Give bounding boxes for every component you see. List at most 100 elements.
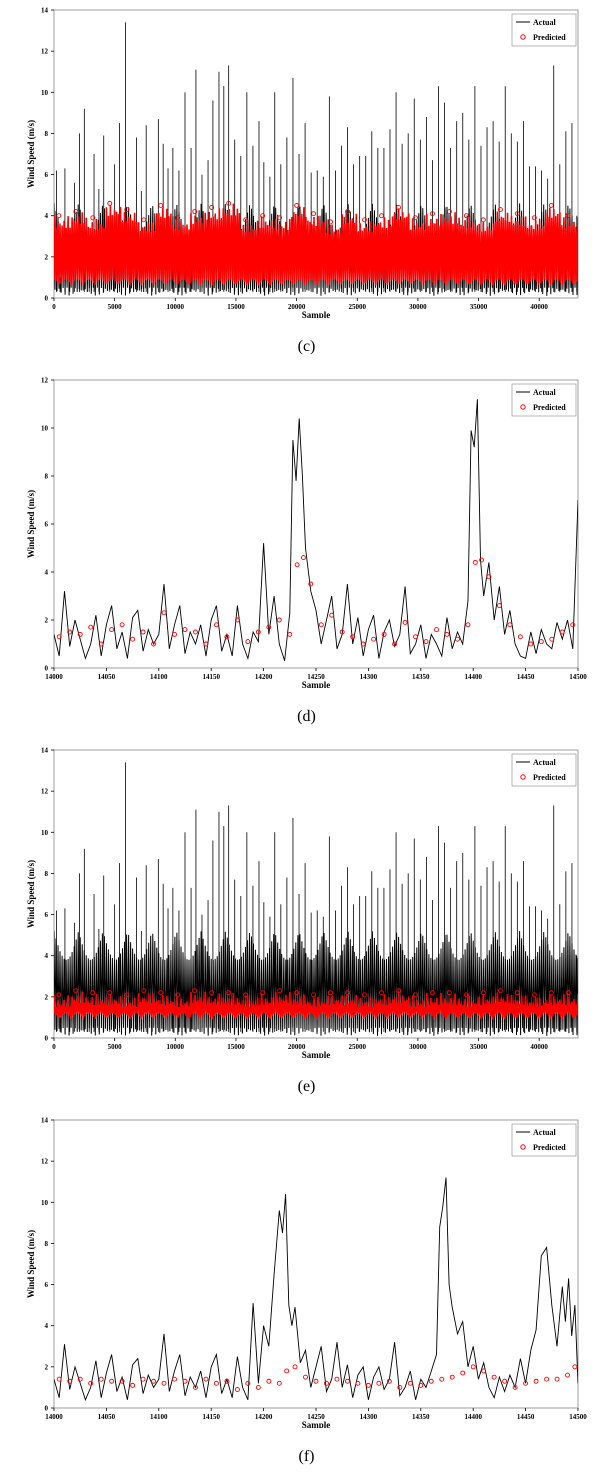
predicted-point [119,622,125,628]
predicted-point [565,1372,570,1378]
predicted-point [480,217,486,223]
predicted-point [182,1378,188,1384]
predicted-point [572,1364,578,1370]
y-tick-label: 10 [41,829,49,837]
predicted-point [514,211,520,217]
predicted-point [413,215,418,221]
predicted-point [313,1378,319,1384]
predicted-point [481,1368,487,1374]
predicted-point [182,627,188,633]
predicted-point [339,629,345,635]
predicted-point [193,1384,198,1390]
y-tick-label: 0 [45,1405,49,1413]
predicted-point [276,1380,282,1386]
y-tick-label: 4 [45,1322,49,1330]
legend-predicted-swatch [520,404,526,410]
predicted-point [548,202,554,208]
predicted-point [172,1376,177,1382]
predicted-point [463,213,469,219]
predicted-point [56,1376,62,1382]
y-tick-label: 12 [41,1158,49,1166]
x-tick-label: 0 [52,1043,56,1051]
predicted-band [54,991,578,1020]
predicted-point [396,205,401,210]
predicted-point [245,1380,251,1386]
x-tick-label: 14250 [307,673,325,681]
predicted-point [328,219,334,225]
x-tick-label: 14150 [202,673,220,681]
x-tick-label: 20000 [288,1043,306,1051]
predicted-point [439,1376,445,1382]
chart-panel-e: 0 2 4 6 8 10 12 14 0 5000 10000 15000 20000 25000 3000… [0,740,613,1110]
predicted-point [109,627,115,633]
legend-predicted-label: Predicted [533,33,566,42]
predicted-point [455,636,460,642]
plot-series [54,22,578,296]
x-tick-label: 14050 [98,1413,116,1421]
predicted-point [311,992,317,998]
plot-series [54,399,578,661]
x-tick-label: 0 [52,303,56,311]
predicted-point [376,1380,382,1386]
predicted-point [517,634,523,640]
plot-area [53,1119,579,1409]
x-tick-label: 14400 [464,1413,482,1421]
legend-actual-label: Actual [533,388,556,397]
predicted-point [77,631,83,637]
predicted-point [284,1368,290,1374]
predicted-point [175,992,181,998]
predicted-point [234,617,240,623]
predicted-point [260,990,266,996]
predicted-point [243,992,249,998]
predicted-point [98,641,104,647]
predicted-point [158,202,164,208]
predicted-point [392,641,398,647]
predicted-point [141,217,147,223]
predicted-point [355,1380,361,1386]
predicted-point [533,1378,539,1384]
predicted-point [98,1376,104,1382]
predicted-point [565,213,571,219]
x-tick-label: 14150 [202,1413,220,1421]
x-tick-label: 14250 [307,1413,325,1421]
x-tick-label: 14000 [45,673,63,681]
predicted-point [266,624,272,630]
chart-panel-f: 0 2 4 6 8 10 12 14 14000 14050 14100 14150 14200 1425… [0,1110,613,1479]
predicted-point [497,988,503,994]
predicted-point [460,1370,466,1376]
x-tick-label: 14300 [360,673,378,681]
legend-predicted-label: Predicted [533,773,566,782]
predicted-point [497,207,503,212]
predicted-point [423,639,429,645]
predicted-point [434,627,439,633]
y-axis-title: Wind Speed (m/s) [26,120,36,188]
predicted-point [334,1376,340,1382]
x-tick-label: 14000 [45,1413,63,1421]
y-tick-label: 6 [45,1281,49,1289]
predicted-point [548,990,554,996]
predicted-point [345,990,350,996]
predicted-point [73,988,79,994]
predicted-point [277,215,283,221]
predicted-point [429,211,435,217]
predicted-point [570,622,576,628]
predicted-point [446,209,452,215]
x-tick-label: 40000 [530,1043,548,1051]
predicted-point [161,1380,167,1386]
predicted-point [303,1374,308,1380]
x-axis-title: Sample [302,1050,331,1058]
x-axis-title: Sample [302,310,331,318]
predicted-point [362,217,367,223]
predicted-point [496,603,502,609]
plot-area [53,379,579,669]
predicted-band [54,203,578,286]
predicted-point [287,631,293,637]
y-tick-label: 14 [41,7,49,15]
y-tick-label: 8 [45,870,49,878]
y-tick-label: 2 [45,253,49,261]
predicted-point [381,631,387,637]
predicted-point [491,1374,497,1380]
chart-e: 0 2 4 6 8 10 12 14 0 5000 10000 15000 20000 25000 3000… [26,747,579,1058]
predicted-point [549,636,555,642]
legend-predicted-label: Predicted [533,1143,566,1152]
